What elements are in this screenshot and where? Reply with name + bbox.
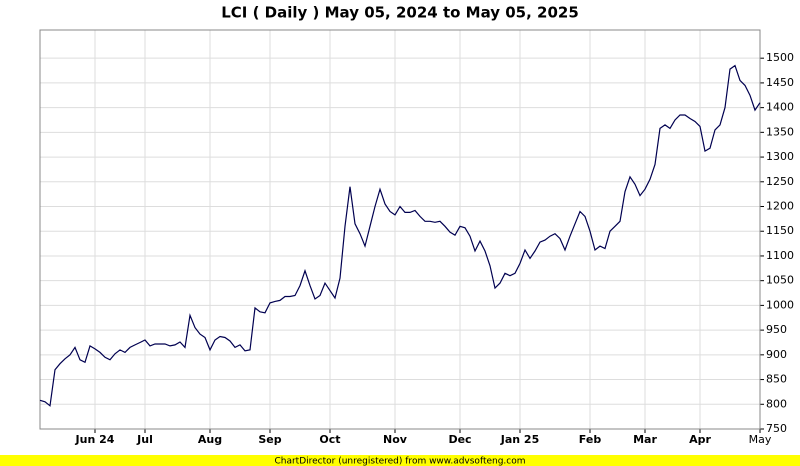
y-tick-label: 750: [766, 422, 787, 435]
footer: ChartDirector (unregistered) from www.ad…: [274, 457, 525, 466]
y-tick-label: 1050: [766, 274, 794, 287]
x-tick-label: Sep: [258, 433, 281, 446]
y-tick-label: 1200: [766, 200, 794, 213]
y-tick-label: 1350: [766, 125, 794, 138]
x-tick-label: Apr: [689, 433, 711, 446]
x-tick-label: Jul: [136, 433, 153, 446]
y-tick-label: 1500: [766, 51, 794, 64]
x-tick-label: Nov: [383, 433, 408, 446]
x-tick-label: May: [749, 433, 772, 446]
y-tick-label: 950: [766, 323, 787, 336]
footer-bar: [0, 455, 800, 466]
plot-border: [39, 29, 761, 430]
y-tick-label: 1150: [766, 224, 794, 237]
x-tick-label: Aug: [198, 433, 222, 446]
x-tick-label: Feb: [579, 433, 602, 446]
y-tick-label: 1000: [766, 298, 794, 311]
y-tick-label: 1450: [766, 76, 794, 89]
x-tick-label: Jun 24: [75, 433, 115, 446]
plot-area: [40, 30, 760, 429]
y-tick-label: 800: [766, 397, 787, 410]
y-tick-label: 1400: [766, 101, 794, 114]
x-tick-label: Oct: [319, 433, 340, 446]
y-tick-label: 850: [766, 373, 787, 386]
x-tick-label: Mar: [633, 433, 657, 446]
x-tick-label: Jan 25: [500, 433, 539, 446]
y-tick-label: 1300: [766, 150, 794, 163]
y-tick-label: 1250: [766, 175, 794, 188]
y-tick-label: 1100: [766, 249, 794, 262]
x-tick-label: Dec: [448, 433, 471, 446]
price-line: [39, 64, 761, 407]
y-tick-label: 900: [766, 348, 787, 361]
chart-title: LCI ( Daily ) May 05, 2024 to May 05, 20…: [221, 4, 579, 22]
